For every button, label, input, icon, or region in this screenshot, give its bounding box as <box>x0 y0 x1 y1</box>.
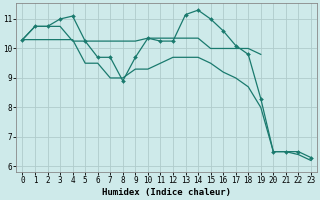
X-axis label: Humidex (Indice chaleur): Humidex (Indice chaleur) <box>102 188 231 197</box>
